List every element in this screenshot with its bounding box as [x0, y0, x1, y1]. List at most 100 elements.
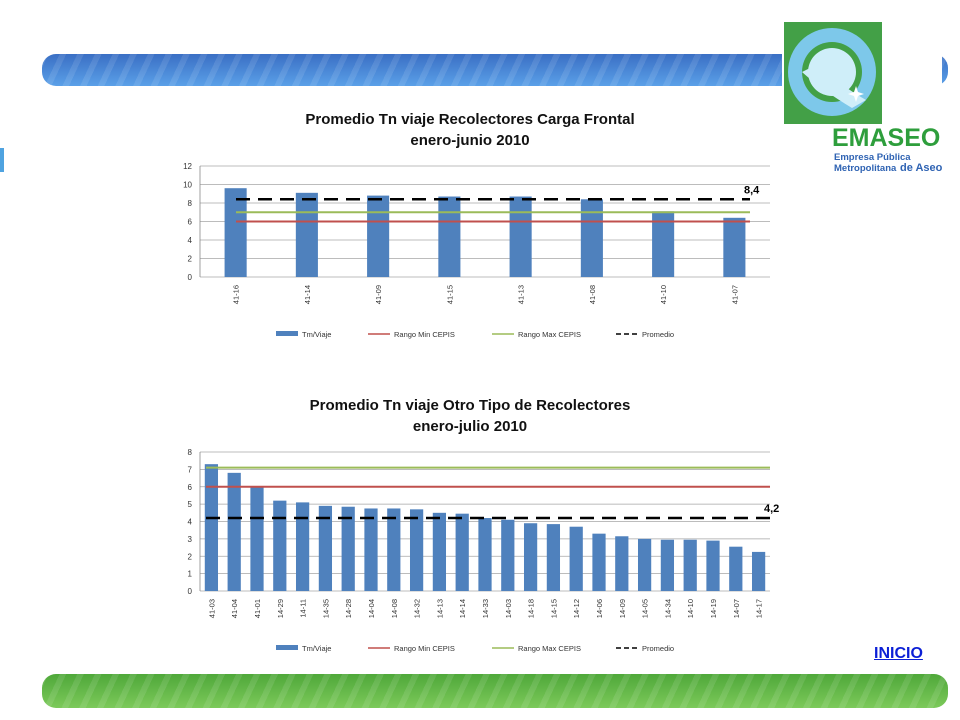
bar [438, 196, 461, 277]
bar [387, 508, 401, 591]
x-tick-label: 41-14 [303, 285, 312, 304]
bar [637, 538, 652, 591]
y-tick-label: 1 [188, 570, 193, 579]
bar [273, 500, 287, 591]
legend-label: Rango Max CEPIS [518, 644, 581, 653]
x-tick-label: 14-03 [504, 599, 513, 618]
bar [318, 505, 333, 591]
legend-swatch [276, 331, 298, 336]
legend-label: Promedio [642, 330, 674, 339]
legend-label: Promedio [642, 644, 674, 653]
legend-label: Rango Max CEPIS [518, 330, 581, 339]
x-tick-label: 41-08 [588, 285, 597, 304]
x-tick-label: 14-32 [413, 599, 422, 618]
y-tick-label: 7 [188, 465, 193, 474]
emaseo-logo: EMASEO Empresa Pública Metropolitana de … [782, 20, 942, 174]
x-tick-label: 14-14 [458, 599, 467, 618]
bar [546, 524, 561, 591]
logo-line1: Empresa Pública [834, 152, 911, 163]
chart-carga-frontal: Promedio Tn viaje Recolectores Carga Fro… [160, 100, 780, 350]
x-tick-label: 14-34 [663, 599, 672, 618]
bar [592, 533, 606, 591]
x-tick-label: 14-28 [344, 599, 353, 618]
bar [409, 509, 424, 591]
bar [523, 523, 538, 591]
logo-line2: Metropolitana [834, 163, 897, 174]
bar [364, 508, 378, 591]
x-tick-label: 14-08 [390, 599, 399, 618]
bar [580, 199, 603, 277]
y-tick-label: 8 [188, 199, 193, 208]
bar [341, 506, 355, 591]
left-edge-marker [0, 148, 4, 172]
bar [224, 188, 247, 277]
inicio-link[interactable]: INICIO [874, 645, 923, 662]
bar [751, 551, 766, 591]
x-tick-label: 41-01 [253, 599, 262, 618]
bar [295, 192, 318, 277]
bar [478, 518, 492, 591]
bar [367, 195, 390, 277]
bar [706, 540, 720, 591]
y-tick-label: 2 [188, 255, 193, 264]
bar [569, 526, 583, 591]
y-tick-label: 2 [188, 552, 193, 561]
chart-otro-tipo: Promedio Tn viaje Otro Tipo de Recolecto… [160, 388, 780, 656]
bar [509, 196, 532, 277]
bar [204, 464, 219, 591]
legend-swatch [276, 645, 298, 650]
bar [652, 211, 675, 277]
chart-subtitle: enero-julio 2010 [412, 418, 528, 435]
x-tick-label: 14-07 [732, 599, 741, 618]
bar [729, 546, 743, 591]
y-tick-label: 3 [188, 535, 193, 544]
bar [660, 539, 675, 591]
x-tick-label: 41-15 [445, 285, 454, 304]
x-tick-label: 41-04 [230, 599, 239, 618]
bar [683, 539, 697, 591]
y-tick-label: 12 [183, 162, 192, 171]
x-tick-label: 14-12 [572, 599, 581, 618]
x-tick-label: 41-07 [730, 285, 739, 304]
y-tick-label: 6 [188, 483, 193, 492]
x-tick-label: 14-18 [527, 599, 536, 618]
x-tick-label: 14-13 [435, 599, 444, 618]
legend-label: Tm/Viaje [302, 644, 331, 653]
promedio-annotation: 4,2 [764, 503, 779, 515]
y-tick-label: 0 [188, 587, 193, 596]
y-tick-label: 0 [188, 273, 193, 282]
bar [432, 512, 447, 591]
legend-label: Tm/Viaje [302, 330, 331, 339]
bar [227, 472, 241, 591]
y-tick-label: 4 [188, 518, 193, 527]
chart-title: Promedio Tn viaje Otro Tipo de Recolecto… [309, 397, 631, 414]
x-tick-label: 14-04 [367, 599, 376, 618]
y-tick-label: 10 [183, 181, 192, 190]
x-tick-label: 14-17 [755, 599, 764, 618]
bar [455, 513, 469, 591]
x-tick-label: 14-11 [299, 599, 308, 618]
x-tick-label: 41-13 [517, 285, 526, 304]
bottom-decorative-band [42, 674, 948, 708]
x-tick-label: 14-29 [276, 599, 285, 618]
bar [723, 217, 746, 277]
bar [615, 536, 629, 591]
bar [250, 486, 264, 591]
x-tick-label: 41-03 [207, 599, 216, 618]
chart-plot: 0 2 4 6 8 10 12 41-16 41-14 41-09 41-15 41-13 41-08 4… [183, 162, 770, 339]
x-tick-label: 41-09 [374, 285, 383, 304]
x-tick-label: 14-35 [321, 599, 330, 618]
x-tick-label: 14-19 [709, 599, 718, 618]
x-tick-label: 14-05 [641, 599, 650, 618]
bar [295, 502, 310, 591]
chart-title: Promedio Tn viaje Recolectores Carga Fro… [305, 111, 635, 128]
x-tick-label: 41-16 [232, 285, 241, 304]
logo-line2b: de Aseo [900, 162, 942, 174]
legend-label: Rango Min CEPIS [394, 644, 455, 653]
y-tick-label: 8 [188, 448, 193, 457]
chart-plot: 0 1 2 3 4 5 6 7 8 41-03 41-04 41-01 14-29 14-11 14-35 1… [188, 448, 780, 653]
x-tick-label: 41-10 [659, 285, 668, 304]
x-tick-label: 14-06 [595, 599, 604, 618]
chart-subtitle: enero-junio 2010 [410, 132, 530, 149]
legend-label: Rango Min CEPIS [394, 330, 455, 339]
